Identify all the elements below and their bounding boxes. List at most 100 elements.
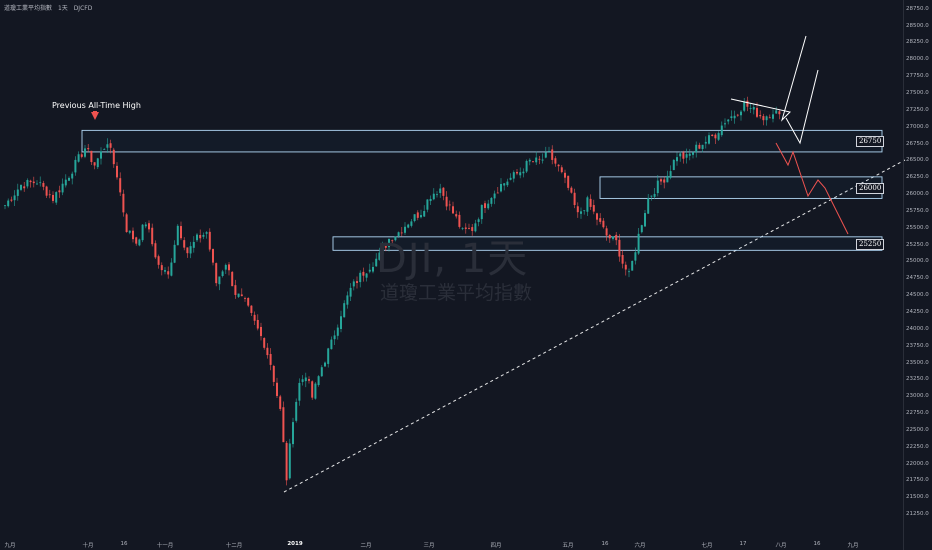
candle-body xyxy=(576,206,579,213)
candle-body xyxy=(528,159,531,162)
candle-body xyxy=(336,327,339,336)
candle-body xyxy=(372,266,374,272)
candle-body xyxy=(90,150,93,163)
candle-body xyxy=(768,117,771,119)
exchange-label: DJCFD xyxy=(73,5,93,12)
candle-body xyxy=(154,243,157,258)
candle-body xyxy=(596,213,598,220)
candle-body xyxy=(74,159,77,173)
candle-body xyxy=(410,221,413,226)
time-tick: 六月 xyxy=(634,543,646,549)
candle-body xyxy=(448,204,451,206)
candle-body xyxy=(330,339,333,350)
price-tick: 27250.0 xyxy=(906,106,929,113)
candle-body xyxy=(615,234,618,241)
candle-body xyxy=(592,205,595,212)
candle-body xyxy=(493,193,496,199)
candle-body xyxy=(679,153,682,157)
candle-body xyxy=(36,183,38,185)
candle-body xyxy=(327,348,330,364)
bull-projection-a xyxy=(730,35,807,122)
time-tick: 九月 xyxy=(847,543,859,549)
candle-body xyxy=(551,149,554,160)
candle-body xyxy=(714,134,717,139)
candle-body xyxy=(692,152,694,155)
candle-body xyxy=(468,227,470,229)
candle-body xyxy=(266,347,269,356)
candle-body xyxy=(346,295,349,305)
price-tick: 22250.0 xyxy=(906,443,929,450)
candle-body xyxy=(269,353,272,365)
candle-body xyxy=(624,264,627,270)
price-tick: 28500.0 xyxy=(906,22,929,29)
candle-body xyxy=(541,159,544,161)
candle-body xyxy=(583,210,586,212)
candle-body xyxy=(717,133,720,140)
candle-body xyxy=(375,258,378,267)
candle-body xyxy=(378,252,381,260)
candle-body xyxy=(708,135,710,144)
candle-body xyxy=(324,362,326,367)
time-tick: 七月 xyxy=(701,543,713,549)
candle-body xyxy=(490,198,493,204)
candle-body xyxy=(132,230,134,240)
candle-body xyxy=(445,196,448,207)
candle-body xyxy=(157,256,160,265)
candle-body xyxy=(39,182,42,184)
candle-body xyxy=(148,223,150,230)
candle-body xyxy=(20,184,22,190)
candle-body xyxy=(736,114,739,116)
price-tick: 24500.0 xyxy=(906,292,929,299)
candle-body xyxy=(164,270,166,272)
candle-body xyxy=(458,214,461,227)
candle-body xyxy=(605,228,608,236)
candle-body xyxy=(55,192,58,203)
candle-body xyxy=(532,161,534,163)
candle-body xyxy=(554,158,557,164)
candle-body xyxy=(544,152,547,158)
candle-body xyxy=(103,149,106,150)
price-tick: 22500.0 xyxy=(906,426,929,433)
resistance-zone-26750 xyxy=(81,129,883,153)
candle-body xyxy=(394,236,397,241)
price-axis-border xyxy=(903,0,904,550)
candle-body xyxy=(292,422,294,445)
candle-body xyxy=(48,194,51,196)
candle-body xyxy=(653,193,656,197)
candle-body xyxy=(500,184,502,192)
candle-body xyxy=(391,240,394,242)
ath-annotation: Previous All-Time High xyxy=(52,101,141,110)
candle-body xyxy=(573,192,576,206)
price-tick: 26500.0 xyxy=(906,157,929,164)
candle-body xyxy=(304,377,307,382)
candle-body xyxy=(522,171,525,174)
price-tick: 24750.0 xyxy=(906,275,929,282)
candle-body xyxy=(340,316,342,330)
candle-body xyxy=(637,233,640,254)
time-tick: 十月 xyxy=(82,543,94,549)
candle-body xyxy=(711,134,714,137)
candle-body xyxy=(244,298,246,299)
candle-body xyxy=(496,192,499,194)
candle-body xyxy=(221,271,224,277)
price-tick: 27750.0 xyxy=(906,73,929,80)
candle-body xyxy=(349,287,352,297)
candle-body xyxy=(138,239,141,246)
candle-body xyxy=(589,198,592,207)
candle-body xyxy=(426,199,429,210)
candle-body xyxy=(45,186,48,196)
candle-body xyxy=(71,173,74,179)
candle-body xyxy=(570,187,573,193)
candle-body xyxy=(442,187,445,196)
candle-body xyxy=(724,123,726,125)
candle-body xyxy=(420,215,422,218)
candle-body xyxy=(13,195,16,201)
candle-body xyxy=(599,218,602,222)
candle-body xyxy=(650,195,653,197)
candle-body xyxy=(212,249,214,263)
candle-body xyxy=(311,381,314,398)
symbol-name: 道瓊工業平均指數 xyxy=(4,5,53,12)
candle-body xyxy=(775,110,778,114)
